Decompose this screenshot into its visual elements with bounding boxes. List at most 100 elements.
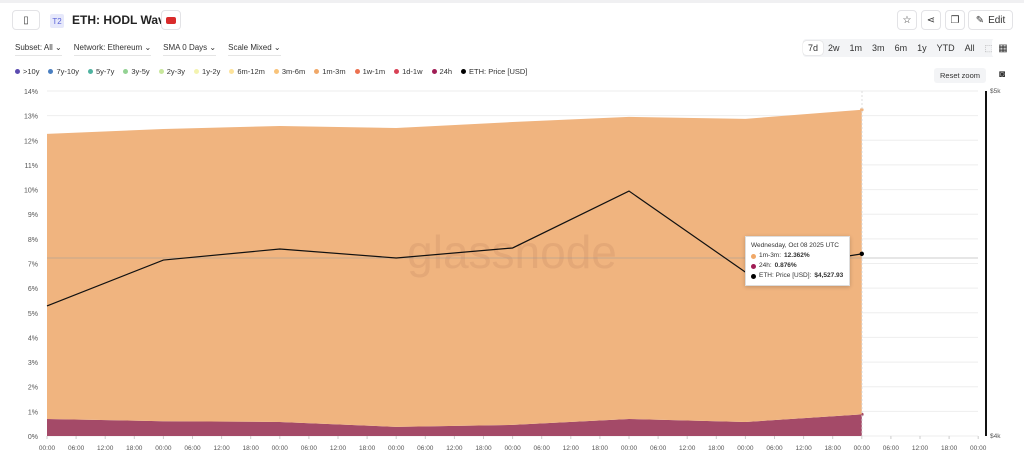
youtube-button[interactable] xyxy=(161,10,181,30)
scale-dropdown[interactable]: Scale Mixed ⌄ xyxy=(228,43,281,56)
calendar-icon: ▦ xyxy=(998,42,1008,54)
price-line xyxy=(46,190,862,307)
x-tick-label: 12:00 xyxy=(330,445,347,452)
legend-dot xyxy=(88,69,93,74)
legend-dot xyxy=(48,69,54,74)
x-tick-label: 00:00 xyxy=(504,445,521,452)
time-range-selector: 7d 2w 1m 3m 6m 1y YTD All ⬚ xyxy=(803,39,999,57)
legend-item[interactable]: 5y-7y xyxy=(88,67,114,76)
sidebar-icon: ▯ xyxy=(23,14,29,26)
legend-label: 2y-3y xyxy=(166,67,186,76)
legend-label: 1y-2y xyxy=(202,67,221,76)
screenshot-button[interactable]: ◙ xyxy=(994,66,1010,82)
network-dropdown[interactable]: Network: Ethereum ⌄ xyxy=(73,43,152,56)
subset-label: Subset: All xyxy=(15,43,53,52)
x-tick-label: 18:00 xyxy=(592,445,609,452)
legend-label: 1m-3m xyxy=(322,67,346,76)
legend-item[interactable]: 2y-3y xyxy=(158,67,186,76)
legend-item[interactable]: 3m-6m xyxy=(273,67,306,76)
sma-label: SMA 0 Days xyxy=(163,43,208,52)
x-tick-label: 06:00 xyxy=(184,445,201,452)
edit-button[interactable]: ✎ Edit xyxy=(968,10,1013,30)
y-tick-label: 12% xyxy=(24,138,38,145)
top-divider xyxy=(0,0,1024,3)
range-1m[interactable]: 1m xyxy=(849,43,863,53)
legend-item[interactable]: 7y-10y xyxy=(48,67,79,76)
legend-dot xyxy=(194,69,200,74)
range-7d[interactable]: 7d xyxy=(803,41,824,55)
sma-dropdown[interactable]: SMA 0 Days ⌄ xyxy=(163,43,217,56)
network-label: Network: Ethereum xyxy=(73,43,143,52)
reset-zoom-button[interactable]: Reset zoom xyxy=(934,68,987,83)
tooltip-value: 12.362% xyxy=(784,252,810,259)
range-3m[interactable]: 3m xyxy=(872,43,885,53)
x-tick-label: 18:00 xyxy=(126,445,143,452)
range-1y[interactable]: 1y xyxy=(917,43,927,53)
y-tick-label: 2% xyxy=(28,385,38,392)
camera-icon: ◙ xyxy=(998,68,1006,80)
copy-icon: ❐ xyxy=(950,14,960,26)
range-2w[interactable]: 2w xyxy=(828,43,840,53)
filter-bar: Subset: All ⌄ Network: Ethereum ⌄ SMA 0 … xyxy=(15,43,281,56)
legend-item[interactable]: ETH: Price [USD] xyxy=(461,67,527,76)
legend-item[interactable]: 24h xyxy=(431,67,452,76)
legend-item[interactable]: 1y-2y xyxy=(194,67,220,76)
legend-label: 7y-10y xyxy=(56,67,79,76)
tier-badge: T2 xyxy=(50,14,64,28)
tooltip-label: ETH: Price [USD]: xyxy=(759,272,812,279)
legend-item[interactable]: 1w-1m xyxy=(354,67,385,76)
scale-label: Scale Mixed xyxy=(228,43,272,52)
subset-dropdown[interactable]: Subset: All ⌄ xyxy=(15,43,62,56)
x-tick-label: 00:00 xyxy=(621,445,638,452)
x-tick-label: 12:00 xyxy=(912,445,929,452)
page-title: ETH: HODL Waves xyxy=(72,13,179,27)
y-tick-label: 10% xyxy=(24,188,38,195)
legend-item[interactable]: >10y xyxy=(15,67,39,76)
x-tick-label: 00:00 xyxy=(155,445,172,452)
legend-dot xyxy=(123,69,129,74)
pencil-icon: ✎ xyxy=(975,14,985,26)
tooltip-row: 24h: 0.876% xyxy=(751,261,844,271)
tooltip-date: Wednesday, Oct 08 2025 UTC xyxy=(751,242,839,249)
zoom-select-icon[interactable]: ⬚ xyxy=(984,42,994,53)
share-button[interactable]: ⋖ xyxy=(921,10,941,30)
tooltip-dot xyxy=(751,263,756,269)
range-ytd[interactable]: YTD xyxy=(936,43,955,53)
x-tick-label: 18:00 xyxy=(825,445,842,452)
legend-label: >10y xyxy=(23,67,40,76)
x-tick-label: 18:00 xyxy=(243,445,260,452)
calendar-button[interactable]: ▦ xyxy=(992,38,1014,58)
y-tick-label: 14% xyxy=(24,89,38,96)
y-tick-label: 8% xyxy=(28,237,38,244)
y-tick-label: 0% xyxy=(28,434,38,441)
legend-item[interactable]: 6m-12m xyxy=(229,67,265,76)
copy-button[interactable]: ❐ xyxy=(945,10,965,30)
tooltip-value: $4,527.93 xyxy=(814,272,844,279)
x-tick-label: 06:00 xyxy=(301,445,318,452)
edit-label: Edit xyxy=(988,14,1006,26)
y2-tick-label: $5k xyxy=(990,88,1001,95)
legend-item[interactable]: 1m-3m xyxy=(314,67,346,76)
y-tick-label: 6% xyxy=(28,286,38,293)
range-all[interactable]: All xyxy=(964,43,975,53)
legend-dot xyxy=(229,69,235,74)
x-tick-label: 06:00 xyxy=(68,445,85,452)
tooltip: Wednesday, Oct 08 2025 UTC 1m-3m: 12.362%… xyxy=(745,236,850,286)
legend-dot xyxy=(431,69,437,74)
range-6m[interactable]: 6m xyxy=(894,43,908,53)
share-icon: ⋖ xyxy=(926,14,936,26)
legend-item[interactable]: 1d-1w xyxy=(394,67,423,76)
x-tick-label: 00:00 xyxy=(737,445,754,452)
watermark: glassnode xyxy=(407,226,617,278)
legend-dot xyxy=(314,69,320,74)
x-tick-label: 06:00 xyxy=(883,445,900,452)
x-tick-label: 06:00 xyxy=(650,445,667,452)
favorite-button[interactable]: ☆ xyxy=(897,10,917,30)
y-tick-label: 9% xyxy=(28,212,38,219)
legend-label: 5y-7y xyxy=(96,67,115,76)
legend-item[interactable]: 3y-5y xyxy=(123,67,150,76)
legend-label: 3m-6m xyxy=(281,67,306,76)
x-tick-label: 00:00 xyxy=(854,445,871,452)
sidebar-toggle-button[interactable]: ▯ xyxy=(12,10,40,30)
